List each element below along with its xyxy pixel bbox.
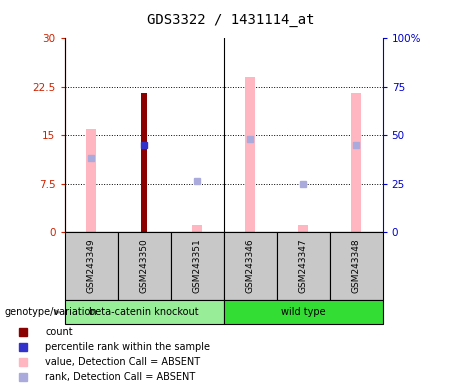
Bar [245, 77, 255, 232]
Text: count: count [45, 327, 73, 337]
Text: GSM243346: GSM243346 [246, 238, 254, 293]
Text: GSM243351: GSM243351 [193, 238, 201, 293]
Text: genotype/variation: genotype/variation [5, 307, 97, 317]
Bar [298, 225, 308, 232]
Text: wild type: wild type [281, 307, 325, 317]
Bar [351, 93, 361, 232]
Bar [192, 225, 202, 232]
Bar [118, 232, 171, 300]
Bar [171, 232, 224, 300]
Bar [224, 232, 277, 300]
Bar [330, 232, 383, 300]
Bar [65, 232, 118, 300]
Bar [224, 300, 383, 324]
Bar [86, 129, 96, 232]
Text: value, Detection Call = ABSENT: value, Detection Call = ABSENT [45, 357, 201, 367]
Text: rank, Detection Call = ABSENT: rank, Detection Call = ABSENT [45, 372, 195, 382]
Text: GSM243350: GSM243350 [140, 238, 148, 293]
Text: percentile rank within the sample: percentile rank within the sample [45, 342, 210, 352]
Text: GSM243347: GSM243347 [299, 238, 307, 293]
Text: GSM243348: GSM243348 [352, 238, 361, 293]
Text: beta-catenin knockout: beta-catenin knockout [89, 307, 199, 317]
Bar [277, 232, 330, 300]
Bar [141, 93, 147, 232]
Text: GSM243349: GSM243349 [87, 238, 95, 293]
Bar [65, 300, 224, 324]
Text: GDS3322 / 1431114_at: GDS3322 / 1431114_at [147, 13, 314, 27]
